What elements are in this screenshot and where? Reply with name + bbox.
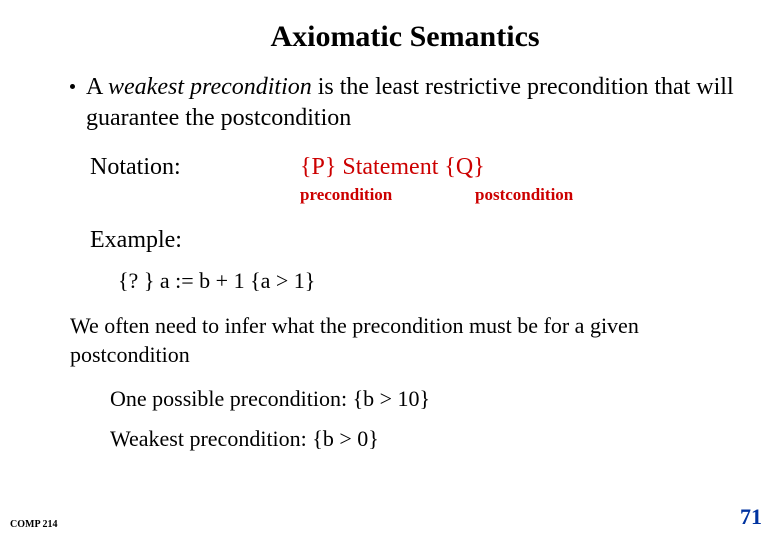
bullet-dot-icon: [70, 72, 76, 134]
possible-precondition-line: One possible precondition: {b > 10}: [110, 386, 740, 412]
weakest-precondition-line: Weakest precondition: {b > 0}: [110, 426, 740, 452]
page-number: 71: [740, 504, 762, 530]
postcondition-label: postcondition: [475, 185, 573, 205]
notation-label: Notation:: [90, 154, 300, 181]
course-code: COMP 214: [10, 519, 58, 530]
bullet-text: A weakest precondition is the least rest…: [86, 72, 740, 134]
labels-spacer: [90, 185, 300, 205]
slide-title: Axiomatic Semantics: [70, 20, 740, 54]
pre-post-labels: precondition postcondition: [90, 185, 740, 205]
example-code: {? } a := b + 1 {a > 1}: [118, 268, 740, 294]
bullet-item: A weakest precondition is the least rest…: [70, 72, 740, 134]
notation-statement: {P} Statement {Q}: [300, 154, 485, 181]
notation-row: Notation: {P} Statement {Q}: [90, 154, 740, 181]
example-heading: Example:: [90, 227, 740, 254]
bullet-prefix: A: [86, 74, 108, 100]
inference-paragraph: We often need to infer what the precondi…: [70, 312, 740, 369]
slide-container: Axiomatic Semantics A weakest preconditi…: [0, 0, 780, 540]
bullet-emph: weakest precondition: [108, 74, 312, 100]
precondition-label: precondition: [300, 185, 475, 205]
